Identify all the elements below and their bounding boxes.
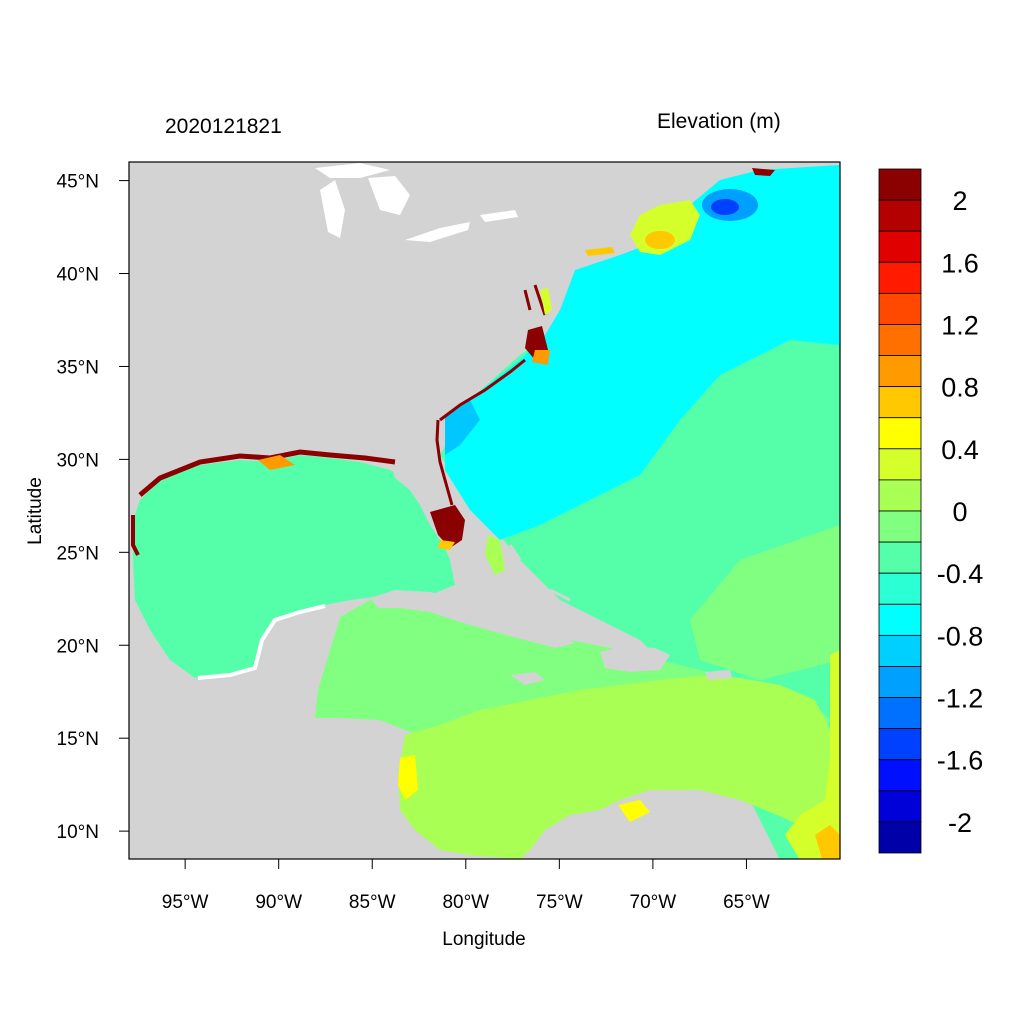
- colorbar-label: 0.4: [941, 435, 979, 465]
- colorbar-label: -1.6: [937, 746, 984, 776]
- southeast-coast-surge: [439, 358, 526, 422]
- colorbar-swatch: [878, 355, 922, 388]
- florida-east-coast-surge: [435, 419, 454, 506]
- cape-cod-surge: [645, 231, 675, 249]
- colorbar-label: -2: [948, 808, 972, 838]
- x-tick-label: 75°W: [536, 892, 583, 913]
- colorbar-swatch: [878, 448, 922, 481]
- y-tick-label: 35°N: [57, 357, 99, 378]
- colorbar-swatch: [878, 541, 922, 574]
- x-axis-label: Longitude: [442, 929, 525, 950]
- colorbar-swatch: [878, 759, 922, 792]
- carolina-shelf-low: [445, 400, 480, 455]
- colorbar-swatch: [878, 479, 922, 512]
- lake-michigan: [320, 180, 345, 238]
- yucatan-land: [255, 608, 340, 720]
- x-tick-label: 95°W: [162, 892, 209, 913]
- lake-superior: [315, 163, 390, 178]
- colorbar-swatch: [878, 728, 922, 761]
- colorbar-swatch: [878, 386, 922, 419]
- cuba-land: [370, 590, 575, 648]
- long-island-surge: [585, 247, 615, 256]
- colorbar-swatch: [878, 292, 922, 325]
- lake-huron: [368, 176, 410, 215]
- x-tick-label: 90°W: [255, 892, 302, 913]
- honduras-coast-surge: [398, 755, 418, 800]
- yucatan-coast-edge: [197, 604, 326, 680]
- y-tick-label: 20°N: [57, 636, 99, 657]
- jamaica-land: [510, 672, 545, 685]
- colorbar-swatch: [878, 199, 922, 232]
- colorbar-label: 1.6: [941, 248, 979, 278]
- southeast-atlantic-water: [690, 525, 840, 680]
- colorbar-swatch: [878, 790, 922, 823]
- trinidad-surge: [815, 825, 840, 859]
- colorbar-swatch: [878, 261, 922, 294]
- y-tick-label: 30°N: [57, 450, 99, 471]
- colorbar-swatch: [878, 821, 922, 854]
- gulf-of-venezuela-surge: [618, 800, 650, 822]
- colorbar-label: 0.8: [941, 373, 979, 403]
- lake-erie: [405, 222, 470, 242]
- y-axis: 45°N 40°N 35°N 30°N 25°N 20°N 15°N 10°N: [57, 172, 129, 843]
- chesapeake-surge: [523, 284, 547, 316]
- y-axis-label: Latitude: [25, 477, 46, 545]
- colorbar-label: 2: [952, 186, 967, 216]
- y-tick-label: 10°N: [57, 822, 99, 843]
- colorbar-label: 1.2: [941, 310, 979, 340]
- hispaniola-land: [600, 646, 670, 672]
- lake-ontario: [480, 210, 518, 222]
- colorbar-swatch: [878, 510, 922, 543]
- colorbar-label: -0.8: [937, 621, 984, 651]
- southern-caribbean-water: [398, 676, 830, 859]
- colorbar-swatch: [878, 697, 922, 730]
- colorbar-swatch: [878, 603, 922, 636]
- chesapeake-bay-water: [540, 288, 552, 315]
- colorbar-label: 0: [952, 497, 967, 527]
- eastern-caribbean-water: [785, 650, 840, 859]
- nova-scotia-surge: [752, 168, 775, 176]
- colorbar-label: -1.2: [937, 684, 984, 714]
- colorbar-swatch: [878, 168, 922, 201]
- y-tick-label: 40°N: [57, 265, 99, 286]
- plot-time-title: 2020121821: [165, 115, 282, 138]
- x-tick-label: 65°W: [723, 892, 770, 913]
- colorbar-label: -0.4: [937, 559, 984, 589]
- y-tick-label: 45°N: [57, 172, 99, 193]
- bahamas-banks: [485, 535, 505, 575]
- colorbar-swatch: [878, 417, 922, 450]
- y-tick-label: 25°N: [57, 543, 99, 564]
- atlantic-shelf-water: [445, 165, 840, 540]
- y-tick-label: 15°N: [57, 729, 99, 750]
- colorbar-swatch: [878, 572, 922, 605]
- variable-title: Elevation (m): [657, 110, 781, 133]
- texas-coast-surge: [131, 515, 140, 556]
- colorbar-swatch: [878, 666, 922, 698]
- bahamas-islands: [508, 544, 571, 602]
- x-tick-label: 80°W: [442, 892, 489, 913]
- louisiana-surge: [258, 455, 295, 470]
- south-florida-surge-edge: [438, 540, 455, 550]
- gulf-of-mexico-water: [133, 455, 455, 678]
- pamlico-sound-edge: [532, 350, 550, 365]
- map-panel: [129, 162, 840, 859]
- colorbar-swatch: [878, 324, 922, 356]
- puerto-rico-land: [705, 670, 732, 680]
- gulf-of-maine-low-core: [711, 199, 739, 215]
- plot-frame: [128, 161, 841, 860]
- colorbar-swatch: [878, 634, 922, 667]
- x-tick-label: 85°W: [349, 892, 396, 913]
- colorbar: 2 1.6 1.2 0.8 0.4 0 -0.4 -0.8 -1.2 -1.6 -2: [878, 168, 984, 854]
- south-florida-surge: [430, 505, 465, 548]
- colorbar-swatch: [878, 230, 922, 263]
- x-axis: 95°W 90°W 85°W 80°W 75°W 70°W 65°W: [162, 859, 770, 913]
- x-tick-label: 70°W: [630, 892, 677, 913]
